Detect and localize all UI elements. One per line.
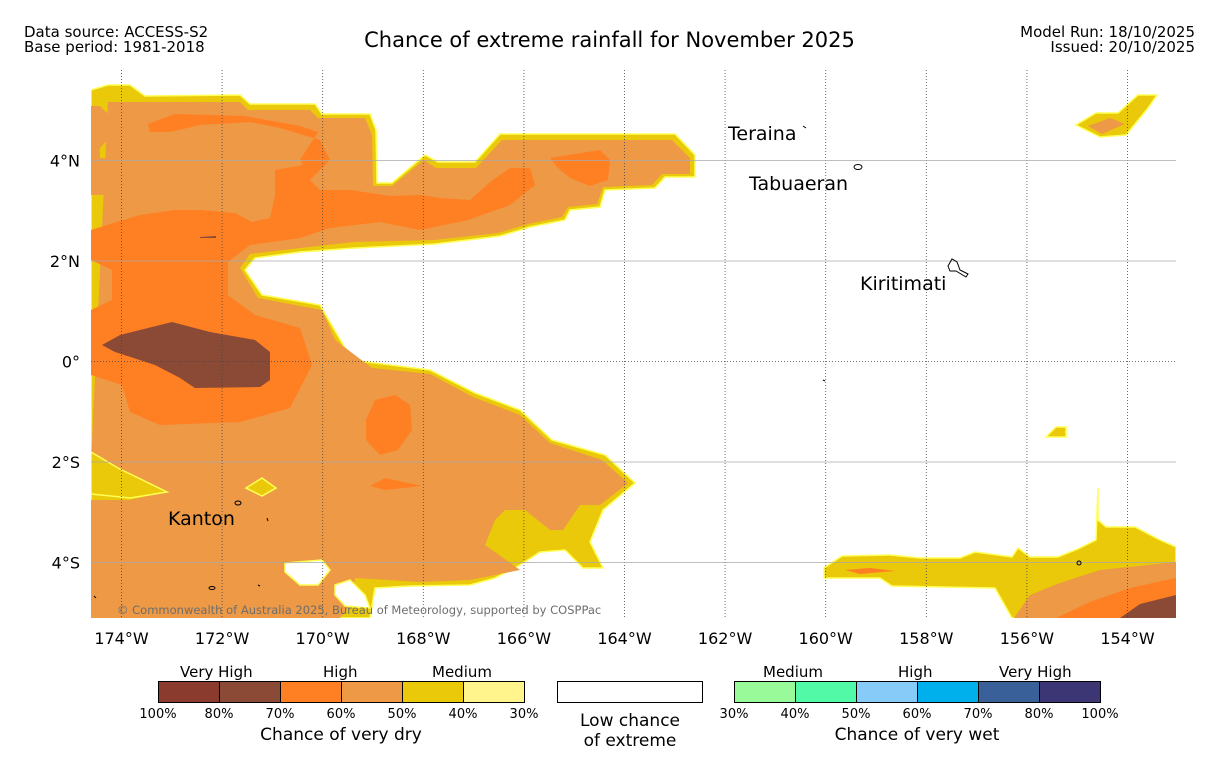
legend-dry-swatch [158,681,220,703]
data-source-text: Data source: ACCESS-S2 [24,23,209,41]
legend-wet-cat-high: High [898,663,933,681]
label-kiritimati: Kiritimati [860,273,946,295]
legend-dry-swatch [463,681,525,703]
longitude-tick-label: 168°W [396,629,451,648]
longitude-tick-label: 158°W [899,629,954,648]
longitude-tick-label: 154°W [1100,629,1155,648]
legend-dry-swatch [280,681,342,703]
legend-dry-cat-veryhigh: Very High [180,663,253,681]
islet-mark-3 [257,584,261,587]
dry-streak-se [845,568,895,574]
legend-wet-cat-medium: Medium [763,663,823,681]
longitude-labels: 174°W 172°W 170°W 168°W 166°W 164°W 162°W 160°W… [94,629,1155,648]
longitude-tick-label: 164°W [597,629,652,648]
latitude-tick-label: 2°N [50,252,80,271]
longitude-tick-label: 160°W [799,629,854,648]
legend-dry-swatch [341,681,403,703]
legend-dry-tick: 70% [265,707,295,722]
map-grid [91,70,1176,618]
legend-dry-label: Chance of very dry [260,725,422,745]
islet-mark-6 [1076,560,1082,566]
legend-wet-tick: 60% [902,707,932,722]
legend-dry-tick: 60% [326,707,356,722]
copyright-text: © Commonwealth of Australia 2025, Bureau… [117,603,601,617]
legend-wet-tick: 70% [963,707,993,722]
longitude-tick-label: 166°W [497,629,552,648]
islet-mark-5 [822,379,826,382]
legend-wet-swatch [1039,681,1101,703]
low-hole-2 [334,579,372,609]
legend-dry-swatch [402,681,464,703]
islet-mark-1 [266,517,269,522]
legend-wet-tick: 50% [841,707,871,722]
issued-text: Issued: 20/10/2025 [1050,38,1195,56]
latitude-tick-label: 4°N [50,152,80,171]
tabuaeran-island [853,164,863,170]
dry-medium-patch-sw [91,451,170,499]
legend-low-label: Low chance of extreme [557,711,703,751]
dry-extreme-core [102,322,270,388]
dry-veryhigh-patch-north [550,150,610,186]
model-run-text: Model Run: 18/10/2025 [1020,23,1195,41]
islet-mark-2 [208,586,216,590]
low-hole-1 [284,559,331,586]
kanton-island [234,500,242,506]
dry-medium-region-ne [1074,94,1159,138]
legend-dry-tick: 100% [139,707,177,722]
latitude-tick-label: 4°S [52,554,80,573]
label-kanton: Kanton [168,508,235,530]
label-teraina: Teraina [727,123,797,145]
rainfall-map: Teraina Tabuaeran Kiritimati Kanton © Co… [50,70,1176,648]
legend-dry-cat-medium: Medium [432,663,492,681]
longitude-tick-label: 174°W [94,629,149,648]
legend-wet-label: Chance of very wet [834,725,1000,745]
legend-dry-tick: 50% [387,707,417,722]
longitude-tick-label: 170°W [296,629,351,648]
legend-wet-tick: 30% [719,707,749,722]
dry-extreme-dot [200,236,216,238]
longitude-tick-label: 172°W [195,629,250,648]
legend-dry-cat-high: High [323,663,358,681]
dry-veryhigh-streak [370,478,422,490]
label-tabuaeran: Tabuaeran [748,173,848,195]
legend-wet-swatch [856,681,918,703]
legend-wet-swatch [978,681,1040,703]
kiritimati-island [947,258,969,278]
latitude-tick-label: 2°S [52,453,80,472]
dry-medium-spot-east [1044,426,1067,438]
dry-medium-patch-small [244,477,278,497]
map-layers [91,70,1176,618]
legend-low-line2: of extreme [583,731,677,751]
legend-dry-swatch [219,681,281,703]
legend-low-line1: Low chance [580,711,680,731]
dry-veryhigh-patch-central [366,395,412,455]
legend-wet-swatch [917,681,979,703]
longitude-tick-label: 156°W [1000,629,1055,648]
latitude-labels: 4°N 2°N 0° 2°S 4°S [50,152,80,573]
legend-wet-tick: 80% [1024,707,1054,722]
header-left: Data source: ACCESS-S2 Base period: 1981… [24,25,208,55]
header-right: Model Run: 18/10/2025 Issued: 20/10/2025 [1020,25,1195,55]
dry-high-region-ne [1088,118,1125,134]
base-period-text: Base period: 1981-2018 [24,38,205,56]
teraina-island [802,125,807,129]
islet-mark-4 [93,595,97,599]
legend-low-swatch [557,681,703,703]
legend-wet-tick: 100% [1081,707,1119,722]
legend-wet-cat-veryhigh: Very High [999,663,1072,681]
legend-dry-tick: 40% [448,707,478,722]
legend-wet-swatch [795,681,857,703]
page-title: Chance of extreme rainfall for November … [364,28,855,52]
legend-wet-tick: 40% [780,707,810,722]
dry-extreme-region-se [1120,595,1176,618]
longitude-tick-label: 162°W [698,629,753,648]
legend-wet-swatch [734,681,796,703]
legend-dry-tick: 30% [509,707,539,722]
legend-dry-tick: 80% [204,707,234,722]
latitude-tick-label: 0° [62,353,80,372]
